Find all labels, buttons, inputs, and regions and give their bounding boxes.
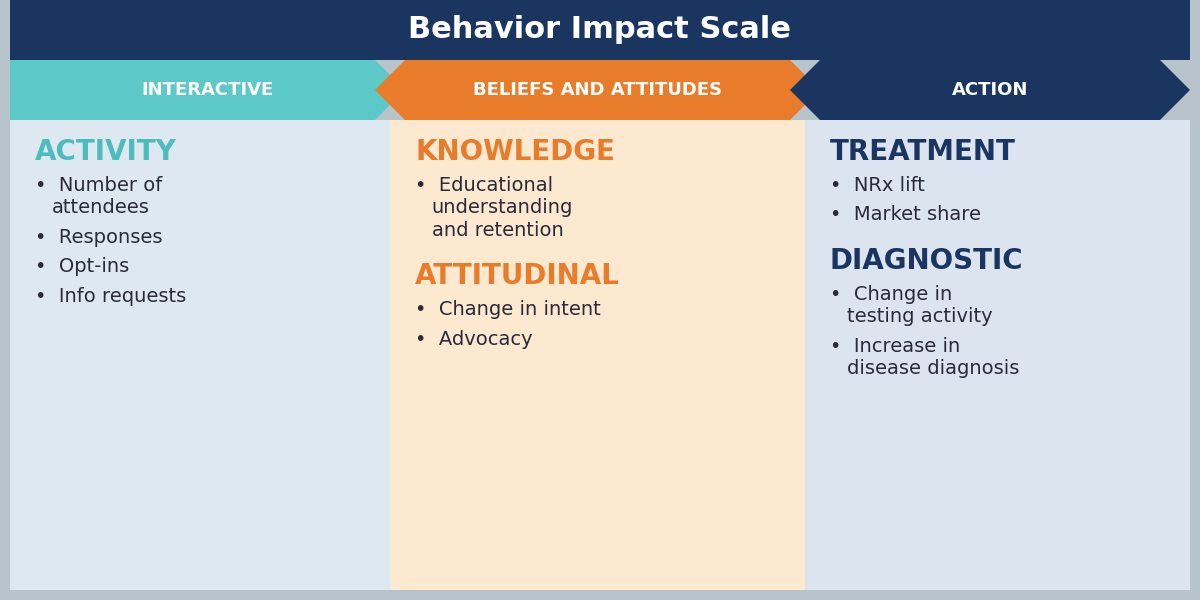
Text: KNOWLEDGE: KNOWLEDGE: [415, 138, 614, 166]
Text: •  Opt-ins: • Opt-ins: [35, 257, 130, 276]
Text: •  Responses: • Responses: [35, 228, 162, 247]
Bar: [10, 120, 390, 590]
Text: ACTIVITY: ACTIVITY: [35, 138, 176, 166]
Bar: [805, 120, 1190, 590]
Polygon shape: [374, 60, 820, 120]
Polygon shape: [10, 60, 406, 120]
Text: •  Educational: • Educational: [415, 176, 553, 195]
Text: TREATMENT: TREATMENT: [830, 138, 1016, 166]
Text: •  Info requests: • Info requests: [35, 287, 186, 305]
Text: •  Market share: • Market share: [830, 205, 982, 224]
Polygon shape: [790, 60, 1190, 120]
Text: INTERACTIVE: INTERACTIVE: [142, 81, 274, 99]
Text: disease diagnosis: disease diagnosis: [847, 359, 1019, 378]
Text: ATTITUDINAL: ATTITUDINAL: [415, 262, 620, 290]
Bar: [390, 120, 805, 590]
Text: DIAGNOSTIC: DIAGNOSTIC: [830, 247, 1024, 275]
Text: •  Change in: • Change in: [830, 285, 953, 304]
Bar: [10, 0, 1190, 60]
Text: •  Number of: • Number of: [35, 176, 162, 195]
Text: •  Advocacy: • Advocacy: [415, 329, 533, 349]
Text: •  Increase in: • Increase in: [830, 337, 960, 356]
Text: Behavior Impact Scale: Behavior Impact Scale: [408, 16, 792, 44]
Text: •  Change in intent: • Change in intent: [415, 300, 601, 319]
Text: understanding: understanding: [432, 199, 574, 217]
Text: BELIEFS AND ATTITUDES: BELIEFS AND ATTITUDES: [473, 81, 722, 99]
Text: and retention: and retention: [432, 221, 564, 240]
Text: •  NRx lift: • NRx lift: [830, 176, 925, 195]
Text: ACTION: ACTION: [952, 81, 1028, 99]
Text: testing activity: testing activity: [847, 307, 992, 326]
Text: attendees: attendees: [52, 199, 150, 217]
